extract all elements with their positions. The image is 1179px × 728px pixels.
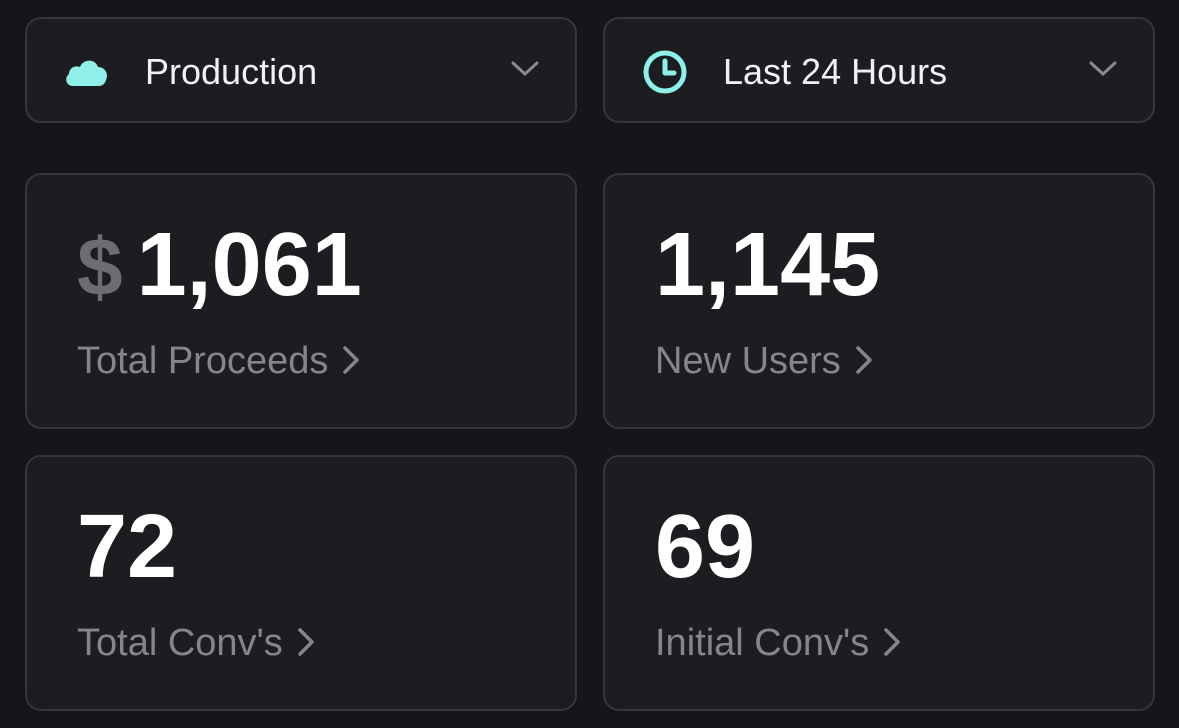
time-range-dropdown[interactable]: Last 24 Hours — [603, 17, 1155, 123]
metric-number: 1,145 — [655, 215, 881, 315]
metric-link[interactable]: Initial Conv's — [655, 621, 901, 665]
metric-card[interactable]: 72 Total Conv's — [25, 455, 577, 711]
metric-link[interactable]: Total Conv's — [77, 621, 315, 665]
environment-label: Production — [145, 51, 318, 92]
metric-number: 72 — [77, 497, 178, 597]
time-range-label: Last 24 Hours — [723, 51, 948, 92]
metric-value: 69 — [655, 497, 755, 597]
metric-card[interactable]: 69 Initial Conv's — [603, 455, 1155, 711]
metric-label: New Users — [655, 340, 841, 382]
chevron-down — [511, 61, 539, 77]
chevron-right — [343, 346, 360, 374]
metric-link[interactable]: New Users — [655, 339, 873, 383]
chevron-right — [884, 628, 900, 656]
metric-card[interactable]: 1,145 New Users — [603, 173, 1155, 429]
chevron-right — [298, 628, 314, 656]
metric-value: 1,145 — [655, 215, 880, 315]
metric-number: 69 — [655, 497, 756, 597]
currency-symbol: $ — [77, 222, 123, 313]
metric-card[interactable]: $1,061 Total Proceeds — [25, 173, 577, 429]
metric-label: Total Conv's — [77, 622, 283, 664]
cloud-icon — [66, 60, 108, 86]
environment-dropdown[interactable]: Production — [25, 17, 577, 123]
metric-label: Total Proceeds — [77, 340, 329, 382]
chevron-down — [1089, 61, 1117, 77]
chevron-right — [856, 346, 872, 374]
clock-icon — [643, 50, 687, 94]
metric-label: Initial Conv's — [655, 622, 870, 664]
metric-number: 1,061 — [136, 215, 362, 315]
metric-value: $1,061 — [77, 215, 362, 318]
metric-value: 72 — [77, 497, 177, 597]
metric-link[interactable]: Total Proceeds — [77, 339, 360, 383]
